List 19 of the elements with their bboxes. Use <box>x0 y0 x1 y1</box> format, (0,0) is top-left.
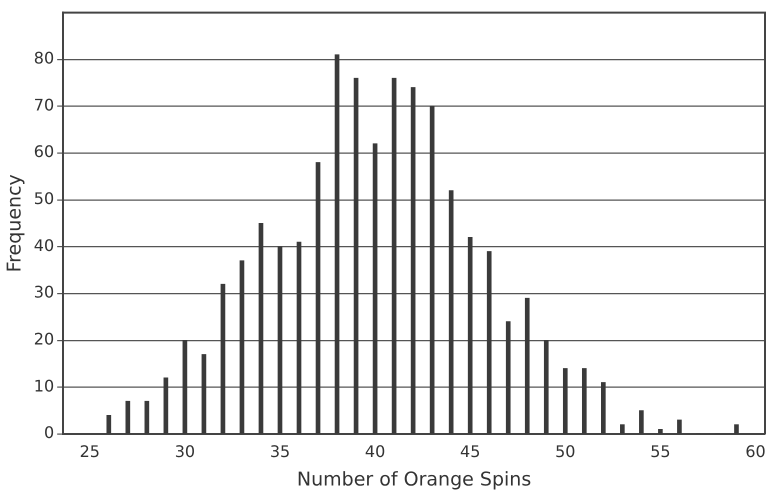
x-tick-label: 45 <box>460 442 480 461</box>
y-tick-label: 30 <box>34 282 54 302</box>
x-tick-label: 30 <box>174 442 196 461</box>
y-tick-label: 70 <box>34 95 54 114</box>
x-tick-label: 35 <box>270 442 290 461</box>
y-tick-label: 10 <box>34 376 54 396</box>
y-tick-label: 60 <box>34 142 54 162</box>
y-tick-label: 40 <box>34 236 54 255</box>
y-tick-label: 50 <box>34 189 54 208</box>
x-tick-label: 25 <box>80 442 100 461</box>
y-tick-label: 80 <box>34 48 54 68</box>
y-tick-label: 20 <box>34 330 54 349</box>
x-axis-title: Number of Orange Spins <box>296 468 532 491</box>
x-tick-label: 40 <box>364 442 386 461</box>
x-tick-label: 50 <box>555 442 576 461</box>
y-tick-label: 0 <box>44 423 54 442</box>
x-tick-label: 60 <box>745 442 766 461</box>
y-axis-title: Frequency <box>3 174 26 272</box>
x-tick-label: 55 <box>650 442 671 461</box>
